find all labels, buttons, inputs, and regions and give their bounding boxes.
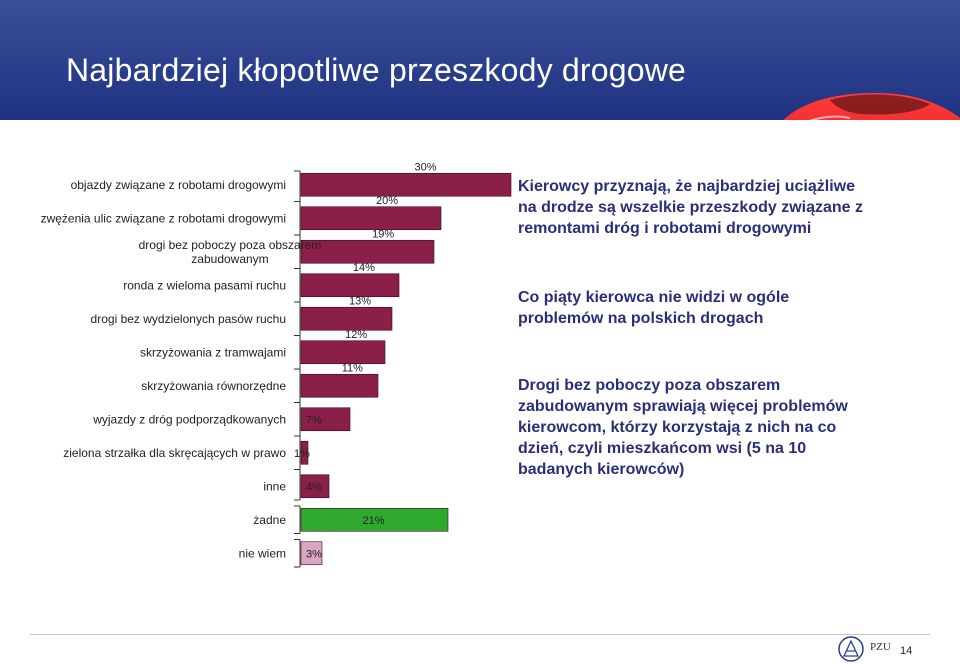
insight-paragraph-3: Drogi bez poboczy poza obszarem zabudowa…: [518, 377, 848, 478]
category-label: skrzyżowania z tramwajami: [140, 345, 286, 359]
pzu-logo-icon: [838, 636, 864, 662]
category-label: objazdy związane z robotami drogowymi: [71, 178, 286, 192]
page-number: 14: [900, 645, 913, 657]
bar: [300, 541, 323, 566]
category-label: wyjazdy z dróg podporządkowanych: [92, 412, 286, 426]
value-label: 20%: [376, 195, 398, 207]
insight-paragraph-1: Kierowcy przyznają, że najbardziej uciąż…: [518, 178, 864, 237]
category-label: zwężenia ulic związane z robotami drogow…: [41, 211, 286, 225]
category-label: żadne: [253, 513, 286, 527]
value-label: 30%: [414, 161, 436, 173]
value-label: 13%: [349, 295, 371, 307]
page-title: Najbardziej kłopotliwe przeszkody drogow…: [66, 52, 687, 88]
bar-chart: objazdy związane z robotami drogowymi 30%…: [41, 161, 512, 568]
bar: [300, 306, 393, 331]
category-label: drogi bez wydzielonych pasów ruchu: [91, 312, 286, 326]
red-car-image: [783, 93, 960, 120]
category-label: drogi bez poboczy poza obszarem zabudowan…: [139, 238, 322, 266]
bar: [300, 273, 400, 298]
bar: [300, 340, 386, 365]
value-label: 3%: [306, 548, 322, 560]
footer-divider: [30, 634, 930, 635]
bar: [300, 239, 435, 264]
value-label: 21%: [362, 515, 384, 527]
title-banner: Najbardziej kłopotliwe przeszkody drogow…: [0, 0, 960, 120]
value-label: 19%: [372, 228, 394, 240]
value-label: 11%: [342, 362, 363, 374]
value-label: 14%: [353, 262, 375, 274]
category-label: nie wiem: [239, 546, 286, 560]
value-label: 7%: [306, 414, 322, 426]
bar: [300, 474, 330, 499]
bar: [300, 507, 449, 532]
bar: [300, 407, 351, 432]
category-label: zielona strzałka dla skręcających w praw…: [63, 446, 286, 460]
category-label: skrzyżowania równorzędne: [141, 379, 286, 393]
pzu-logo-text: PZU: [870, 641, 891, 653]
bar: [300, 373, 379, 398]
category-label: ronda z wieloma pasami ruchu: [123, 278, 286, 292]
insight-paragraph-2: Co piąty kierowca nie widzi w ogóle prob…: [518, 289, 790, 327]
value-label: 12%: [345, 329, 367, 341]
bar: [300, 172, 512, 197]
value-label: 4%: [306, 481, 322, 493]
bar: [300, 440, 309, 465]
value-label: 1%: [294, 448, 310, 460]
bar: [300, 206, 442, 231]
category-label: inne: [263, 479, 286, 493]
